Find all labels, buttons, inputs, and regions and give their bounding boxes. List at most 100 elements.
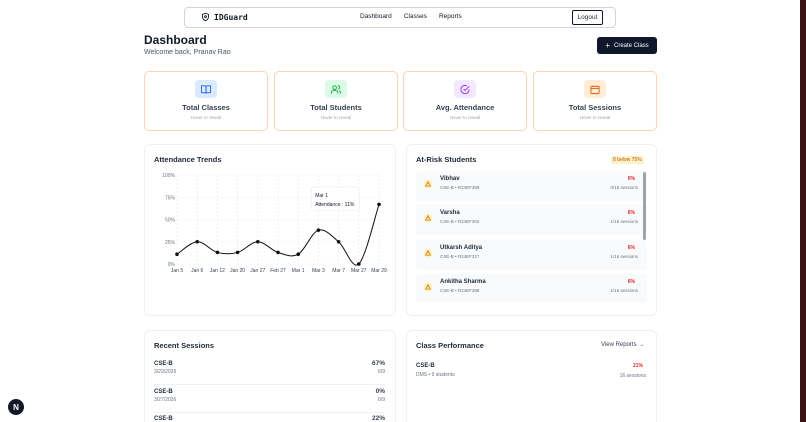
data-point	[296, 252, 300, 257]
list-item[interactable]: Vibhav CSE-B • R24EF399 0% 0/16 sessions	[416, 171, 647, 201]
warning-icon	[423, 248, 433, 258]
stat-card-total-classes[interactable]: Total Classes Hover to reveal	[144, 71, 268, 131]
y-tick-label: 50%	[165, 218, 176, 224]
session-class: CSE-B	[154, 416, 173, 422]
brand[interactable]: IDGuard	[201, 12, 248, 22]
student-name: Utkarsh Aditya	[440, 244, 483, 251]
x-tick-label: Mar 3	[312, 268, 325, 274]
student-name: Vibhav	[440, 176, 460, 182]
perf-sessions: 16 sessions	[619, 373, 646, 379]
list-item[interactable]: Ankitha Sharma CSE-B • R24EF388 6% 1/16 …	[416, 273, 647, 302]
recent-sessions-card	[144, 330, 396, 422]
logout-button[interactable]: Logout	[572, 10, 603, 25]
data-point	[215, 250, 220, 255]
stat-label: Avg. Attendance	[435, 103, 495, 112]
session-row[interactable]: CSE-B 3/29/2026 67% 6/9	[154, 359, 385, 385]
plus-icon: +	[605, 40, 610, 50]
at-risk-list[interactable]: Vibhav CSE-B • R24EF399 0% 0/16 sessions…	[416, 171, 647, 302]
nav-reports-link[interactable]: Reports	[438, 13, 462, 20]
perf-class: CSE-B	[416, 363, 435, 369]
stat-hint: Hover to reveal	[190, 115, 222, 120]
book-icon	[195, 80, 217, 98]
data-point	[336, 239, 341, 244]
view-reports-link[interactable]: View Reports →	[601, 342, 645, 348]
create-class-label: Create Class	[613, 42, 649, 49]
x-tick-label: Jan 5	[171, 268, 183, 274]
session-date: 3/27/2026	[154, 397, 177, 403]
check-circle-icon	[454, 80, 476, 98]
student-attendance-pct: 6%	[627, 278, 635, 285]
stat-card-total-sessions[interactable]: Total Sessions Hover to reveal	[533, 71, 657, 131]
student-sessions: 1/16 sessions	[610, 219, 638, 225]
y-tick-label: 75%	[165, 195, 176, 201]
warning-icon	[423, 213, 433, 223]
list-item[interactable]: Varsha CSE-B • R24EF302 6% 1/16 sessions	[416, 205, 647, 236]
student-id: CSE-B • R24EF399	[440, 185, 480, 190]
attendance-trends-card	[144, 144, 396, 316]
tooltip-value: Attendance : 11%	[315, 202, 355, 208]
data-point	[195, 239, 199, 244]
window-edge	[800, 0, 806, 422]
chart-tooltip	[310, 186, 360, 211]
nav-dashboard-link[interactable]: Dashboard	[360, 13, 392, 20]
session-row[interactable]: CSE-B 3/27/2026 0% 0/9	[154, 387, 385, 413]
stat-label: Total Students	[310, 103, 362, 112]
list-item[interactable]: Utkarsh Aditya CSE-B • R24EF317 6% 1/16 …	[416, 239, 647, 270]
session-pct: 0%	[375, 388, 385, 395]
class-performance-card	[406, 330, 657, 422]
student-attendance-pct: 6%	[627, 210, 635, 217]
stat-label: Total Sessions	[568, 103, 622, 112]
at-risk-title: At-Risk Students	[416, 155, 477, 164]
y-tick-label: 0%	[168, 262, 176, 268]
stat-card-total-students[interactable]: Total Students Hover to reveal	[274, 71, 398, 131]
session-pct: 22%	[371, 415, 385, 422]
data-point	[316, 228, 321, 232]
session-class: CSE-B	[154, 361, 173, 367]
student-sessions: 1/16 sessions	[610, 253, 638, 259]
top-navbar: IDGuard Dashboard Classes Reports Logout	[184, 7, 616, 28]
stat-hint: Hover to reveal	[320, 115, 352, 120]
student-id: CSE-B • R24EF388	[440, 287, 480, 293]
warning-icon	[423, 282, 433, 292]
data-point	[175, 252, 179, 257]
tooltip-date: Mar 1	[315, 193, 328, 199]
x-tick-label: Mar 29	[371, 268, 387, 274]
perf-subject: DMS • 9 students	[416, 372, 455, 378]
student-sessions: 1/16 sessions	[610, 287, 638, 293]
data-point	[235, 250, 240, 255]
x-tick-label: Mar 27	[351, 268, 367, 274]
x-tick-label: Feb 27	[270, 268, 286, 274]
x-tick-label: Jan 27	[250, 268, 265, 274]
session-row[interactable]: CSE-B 22%	[154, 414, 385, 422]
session-class: CSE-B	[154, 389, 173, 395]
stat-hint: Hover to reveal	[579, 115, 611, 120]
x-tick-label: Mar 7	[332, 268, 345, 274]
student-name: Ankitha Sharma	[440, 278, 486, 285]
below-threshold-badge: 8 below 75%	[611, 156, 644, 164]
nav-classes-link[interactable]: Classes	[403, 13, 427, 20]
attendance-line-chart[interactable]: 100% 75% 50% 25% 0%Jan 5 Jan 6 Jan 12 Jan 20 Jan…	[150, 168, 390, 278]
stat-hint: Hover to reveal	[449, 115, 481, 120]
brand-name: IDGuard	[214, 12, 248, 22]
users-icon	[325, 80, 347, 98]
calendar-icon	[584, 80, 606, 98]
student-attendance-pct: 6%	[627, 244, 635, 251]
y-tick-label: 100%	[162, 173, 175, 179]
stat-card-avg-attendance[interactable]: Avg. Attendance Hover to reveal	[403, 71, 527, 131]
nav-links: Dashboard Classes Reports	[360, 13, 462, 20]
shield-logo-icon	[202, 12, 209, 22]
y-tick-label: 25%	[165, 240, 176, 246]
stat-label: Total Classes	[182, 103, 230, 112]
list-scrollbar[interactable]	[643, 172, 646, 240]
n-badge-button[interactable]: N	[8, 399, 24, 415]
student-id: CSE-B • R24EF317	[440, 253, 480, 259]
student-attendance-pct: 0%	[627, 176, 635, 182]
session-pct: 67%	[371, 360, 385, 367]
data-point	[377, 202, 381, 207]
data-point	[357, 262, 361, 266]
session-date: 3/29/2026	[154, 369, 177, 375]
create-class-button[interactable]: + Create Class	[597, 37, 657, 54]
warning-icon	[423, 179, 433, 189]
x-tick-label: Jan 20	[230, 268, 245, 274]
page-title: Dashboard	[144, 33, 207, 47]
